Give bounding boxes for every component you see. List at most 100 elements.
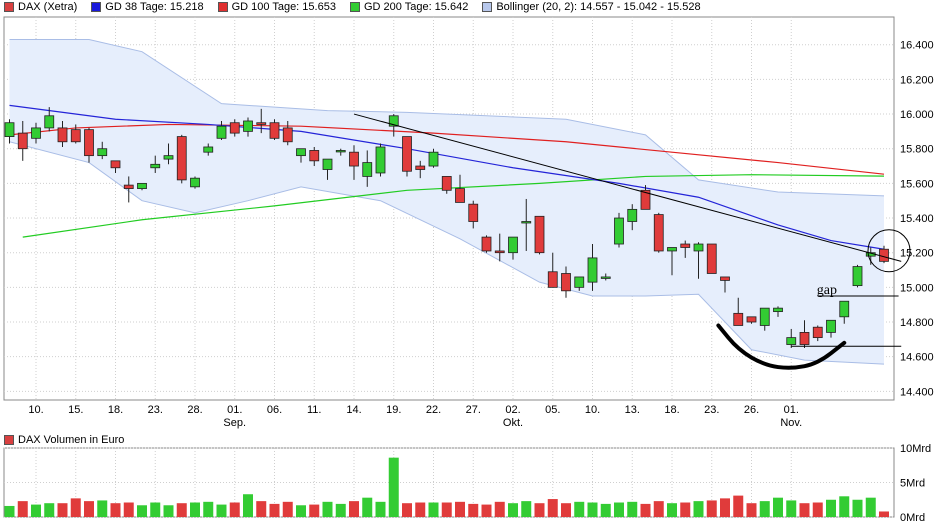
x-tick-label: 13. — [625, 404, 640, 416]
legend-label-4: Bollinger (20, 2): 14.557 - 15.042 - 15.… — [496, 1, 701, 13]
volume-bar — [176, 503, 187, 517]
candle-body — [627, 208, 638, 222]
volume-bar — [614, 502, 624, 517]
candle-body — [309, 150, 320, 162]
price-y-tick-label: 14.600 — [900, 352, 934, 364]
volume-bar — [375, 501, 386, 517]
candle-body — [256, 122, 267, 125]
x-tick-label: 19. — [386, 404, 401, 416]
candle-body — [534, 215, 545, 254]
volume-bar — [216, 504, 227, 517]
candle-body — [667, 247, 677, 252]
x-tick-label: 10. — [28, 404, 43, 416]
candle-body — [203, 146, 214, 153]
x-tick-label: 11. — [307, 404, 321, 416]
volume-bar — [759, 501, 770, 517]
price-y-tick-label: 16.400 — [900, 40, 934, 52]
volume-bar — [362, 497, 373, 517]
volume-bar — [282, 501, 293, 517]
volume-legend: DAX Volumen in Euro — [4, 433, 124, 447]
candle-body — [455, 188, 465, 203]
candle-body — [508, 236, 518, 254]
candle-body — [441, 176, 452, 191]
candle-body — [826, 319, 836, 333]
volume-bar — [547, 499, 558, 517]
month-label: Sep. — [223, 417, 246, 429]
volume-bar — [680, 502, 691, 517]
legend-label-2: GD 100 Tage: 15.653 — [231, 1, 336, 13]
legend-label-volume: DAX Volumen in Euro — [18, 434, 125, 446]
month-label: Nov. — [780, 417, 802, 429]
candle-body — [176, 136, 187, 181]
candle-body — [388, 115, 399, 127]
legend-item-volume: DAX Volumen in Euro — [4, 434, 124, 446]
volume-bar — [627, 501, 638, 517]
volume-bar — [322, 501, 333, 517]
volume-bar — [746, 503, 757, 517]
x-tick-label: 23. — [148, 404, 163, 416]
bollinger-band-fill — [9, 39, 884, 365]
volume-bar — [335, 503, 346, 517]
candle-body — [123, 184, 134, 189]
volume-bar — [17, 501, 28, 517]
price-y-tick-label: 15.200 — [900, 248, 934, 260]
ma100-line — [9, 123, 885, 175]
volume-bar — [786, 500, 797, 517]
gap-annotation: gap — [817, 283, 837, 298]
candle-body — [44, 115, 55, 129]
volume-bar — [773, 497, 783, 517]
candle-body — [839, 300, 850, 318]
candle-body — [97, 148, 108, 157]
candle-body — [561, 273, 571, 292]
legend-item-2: GD 100 Tage: 15.653 — [217, 1, 336, 13]
volume-bar — [31, 504, 41, 517]
price-y-tick-label: 14.400 — [900, 386, 934, 398]
candle-body — [349, 151, 359, 167]
candle-body — [31, 127, 41, 139]
candle-body — [494, 250, 505, 254]
volume-bar — [693, 501, 704, 517]
highlight-circle — [867, 229, 911, 273]
candle-body — [680, 243, 691, 248]
x-tick-label: 18. — [108, 404, 123, 416]
volume-bar — [97, 500, 108, 517]
candle-body — [137, 182, 147, 189]
bollinger-upper-line — [9, 39, 885, 197]
legend-item-1: GD 38 Tage: 15.218 — [91, 1, 204, 13]
legend-swatch-1 — [91, 2, 102, 12]
candle-body — [587, 257, 598, 283]
x-tick-label: 26. — [744, 404, 759, 416]
price-y-tick-label: 15.800 — [900, 144, 934, 156]
candle-body — [335, 150, 346, 153]
legend-swatch-3 — [349, 2, 360, 12]
volume-bar — [137, 505, 147, 517]
volume-bar — [70, 498, 81, 517]
legend-swatch-0 — [4, 2, 14, 12]
candle-body — [706, 243, 717, 274]
volume-bar — [852, 499, 863, 517]
volume-bar — [57, 503, 68, 517]
candle-body — [547, 271, 558, 288]
volume-y-tick-label: 0Mrd — [900, 512, 925, 524]
candle-body — [269, 122, 280, 139]
x-tick-label: 05. — [545, 404, 560, 416]
candle-body — [428, 151, 439, 167]
volume-bar — [256, 501, 267, 517]
x-tick-label: 23. — [704, 404, 719, 416]
candle-body — [70, 129, 81, 143]
price-y-tick-label: 16.200 — [900, 74, 934, 86]
candle-body — [574, 276, 585, 288]
volume-bar — [720, 498, 730, 517]
price-y-tick-label: 14.800 — [900, 317, 934, 329]
price-y-tick-label: 15.400 — [900, 213, 934, 225]
volume-bar — [190, 502, 200, 517]
candle-body — [720, 276, 730, 281]
candle-body — [163, 155, 174, 160]
candle-body — [759, 307, 770, 326]
x-tick-label: 01. — [227, 404, 242, 416]
candle-body — [693, 243, 704, 252]
candle-body — [150, 163, 161, 169]
volume-bar — [600, 503, 611, 517]
legend-label-3: GD 200 Tage: 15.642 — [363, 1, 469, 13]
